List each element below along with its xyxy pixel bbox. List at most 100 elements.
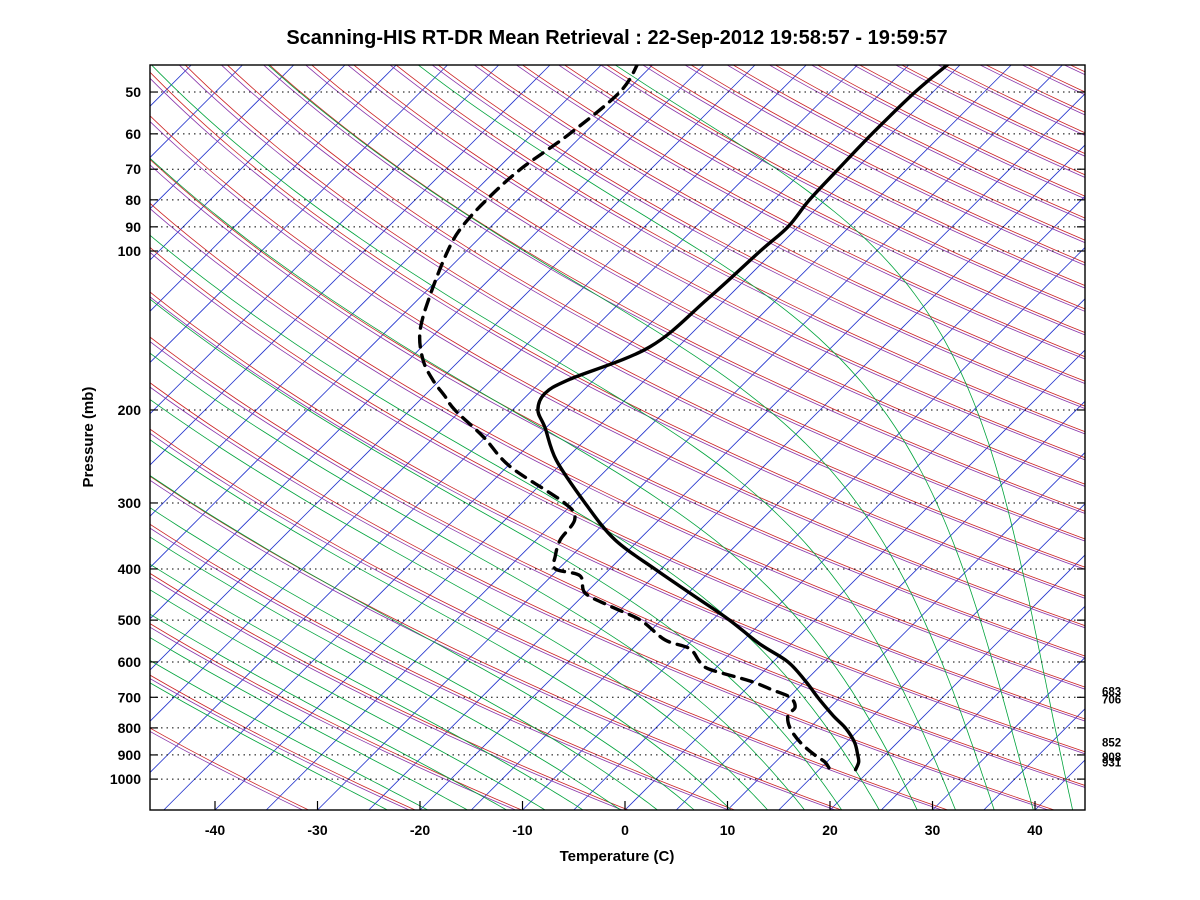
pressure-tick-label: 800: [118, 720, 142, 736]
dry-adiabat-line: [184, 65, 1085, 568]
moist-adiabat-line: [150, 507, 659, 810]
isotherm-line: [150, 65, 551, 466]
pressure-tick-label: 400: [118, 561, 142, 577]
dry-adiabat-line: [150, 475, 843, 810]
dry-adiabat-companion-line: [600, 65, 1085, 312]
right-pressure-label: 908: [1102, 752, 1122, 764]
moist-adiabat-line: [150, 659, 429, 810]
axes: [149, 64, 1086, 811]
dry-adiabat-companion-line: [557, 65, 1085, 336]
isotherm-line: [368, 93, 1085, 810]
dry-adiabat-companion-line: [150, 479, 837, 810]
dry-adiabat-companion-line: [937, 65, 1085, 136]
isotherm-line: [470, 195, 1085, 810]
pressure-tick-label: 50: [125, 84, 141, 100]
dry-adiabat-companion-line: [768, 65, 1085, 222]
dry-adiabat-line: [150, 382, 1056, 810]
dry-adiabat-companion-line: [150, 730, 304, 810]
dry-adiabat-line: [395, 65, 1085, 433]
moist-adiabat-line: [150, 298, 843, 810]
dry-adiabat-companion-line: [810, 65, 1085, 200]
isotherm-line: [932, 656, 1085, 810]
isotherm-line: [727, 451, 1085, 810]
moist-adiabat-line: [150, 613, 508, 810]
isotherm-line: [573, 298, 1085, 810]
dry-adiabat-line: [648, 65, 1085, 287]
x-tick-label: 20: [822, 822, 838, 838]
dry-adiabat-line: [226, 65, 1085, 540]
x-tick-label: -10: [512, 822, 532, 838]
pressure-gridlines: [150, 91, 1085, 780]
moist-adiabat-line: [150, 65, 956, 810]
moist-adiabat-line: [267, 65, 995, 810]
x-tick-label: 30: [925, 822, 941, 838]
dry-adiabat-companion-line: [150, 576, 624, 810]
dry-adiabat-companion-line: [515, 65, 1085, 360]
pressure-tick-label: 100: [118, 243, 142, 259]
dry-adiabat-companion-line: [150, 386, 1050, 810]
pressure-tick-label: 500: [118, 612, 142, 628]
moist-adiabat-line: [417, 65, 1034, 810]
x-tick-label: 40: [1027, 822, 1043, 838]
dry-adiabat-companion-line: [150, 208, 1085, 690]
isotherm-line: [150, 65, 397, 312]
dry-adiabat-companion-line: [150, 626, 517, 810]
dry-adiabat-line: [150, 202, 1085, 688]
dry-adiabat-companion-line: [150, 77, 1085, 599]
dry-adiabat-companion-line: [150, 296, 1085, 755]
dry-adiabat-companion-line: [473, 65, 1085, 384]
dry-adiabat-companion-line: [642, 65, 1085, 289]
pressure-tick-label: 700: [118, 689, 142, 705]
dry-adiabat-companion-line: [150, 527, 730, 810]
dry-adiabat-companion-line: [979, 65, 1085, 116]
dry-adiabat-line: [150, 623, 523, 810]
moist-adiabat-line: [150, 475, 695, 810]
tick-labels: 5060708090100200300400500600700800900100…: [110, 84, 1122, 838]
y-axis-label: Pressure (mb): [80, 387, 97, 488]
dry-adiabat-companion-line: [150, 678, 411, 810]
pressure-tick-label: 600: [118, 654, 142, 670]
dry-adiabat-line: [150, 158, 1085, 657]
dry-adiabat-companion-line: [220, 65, 1085, 542]
right-pressure-label: 931: [1102, 758, 1122, 770]
moist-adiabat-line: [150, 352, 806, 810]
isotherm-line: [880, 605, 1085, 810]
dry-adiabat-line: [563, 65, 1085, 333]
pressure-tick-label: 300: [118, 495, 142, 511]
dry-adiabat-companion-line: [262, 65, 1085, 514]
dry-adiabat-line: [150, 428, 949, 810]
moist-adiabat-line: [150, 398, 769, 810]
isotherm-line: [624, 349, 1085, 810]
dry-adiabat-companion-line: [684, 65, 1085, 266]
profile-curves: [417, 65, 950, 772]
dry-adiabat-line: [816, 65, 1085, 197]
moist-adiabat-line: [150, 157, 918, 810]
dry-adiabat-line: [774, 65, 1085, 219]
dry-adiabat-line: [150, 246, 1085, 720]
dry-adiabat-companion-line: [150, 120, 1085, 629]
right-pressure-label: 683: [1102, 687, 1121, 699]
dry-adiabat-line: [150, 71, 1085, 597]
x-tick-label: 0: [621, 822, 629, 838]
isotherm-line: [150, 65, 295, 210]
isotherm-line: [778, 503, 1085, 810]
moist-adiabat-line: [150, 682, 389, 810]
isotherm-line: [265, 65, 1012, 810]
dry-adiabat-line: [150, 523, 736, 810]
chart-title: Scanning-HIS RT-DR Mean Retrieval : 22-S…: [286, 27, 947, 49]
dry-adiabat-line: [268, 65, 1085, 512]
dry-adiabat-line: [437, 65, 1085, 407]
pressure-tick-label: 900: [118, 747, 142, 763]
dry-adiabat-line: [150, 115, 1085, 627]
dry-adiabat-line: [311, 65, 1085, 485]
dry-adiabat-line: [943, 65, 1085, 134]
moist-adiabat-line: [150, 439, 732, 810]
pressure-tick-label: 200: [118, 402, 142, 418]
x-tick-label: 10: [720, 822, 736, 838]
dry-adiabat-companion-line: [150, 432, 943, 810]
dry-adiabat-line: [521, 65, 1085, 358]
isotherm-line: [983, 708, 1085, 810]
dewpoint-curve: [417, 65, 832, 772]
